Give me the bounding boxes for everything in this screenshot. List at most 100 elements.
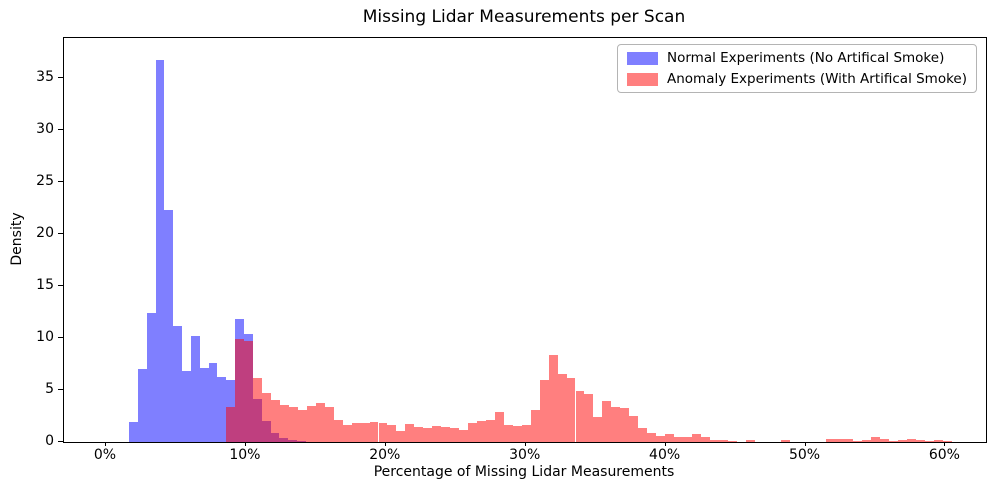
y-tick-label: 30 [36,120,54,137]
histogram-bar [674,436,683,442]
y-tick-mark [58,180,63,182]
histogram-bar [727,441,737,442]
y-tick-label: 5 [45,380,54,397]
histogram-bar [378,423,388,442]
histogram-bar [288,406,298,442]
histogram-bar [656,435,666,442]
histogram-bar [432,426,442,442]
histogram-bar [129,422,138,442]
histogram-bar [164,209,174,442]
histogram-bar [593,417,603,442]
histogram-bar [718,439,728,442]
legend-item-anomaly: Anomaly Experiments (With Artifical Smok… [627,71,967,87]
x-tick-label: 30% [509,447,541,463]
histogram-bar [360,423,370,442]
histogram-bar [620,407,630,442]
histogram-bar [682,437,692,442]
y-tick-label: 25 [36,172,54,189]
histogram-bar [405,424,415,442]
histogram-bar [315,403,325,442]
histogram-bar [602,401,612,442]
x-tick-mark [944,442,946,446]
x-tick-mark [244,442,246,446]
histogram-bar [396,430,406,442]
histogram-bar [182,371,191,442]
histogram-bar [647,432,657,442]
histogram-bar [333,420,343,442]
y-tick-mark [58,76,63,78]
y-tick-mark [58,232,63,234]
histogram-bar [700,437,710,442]
histogram-bar [324,406,334,442]
histogram-bar [306,405,316,442]
histogram-bar [217,377,227,442]
histogram-bar [521,425,531,442]
histogram-bar [199,368,209,442]
histogram-bar [503,425,513,442]
y-axis-label: Density [9,212,25,266]
histogram-bar [530,409,540,442]
histogram-bar [548,354,558,442]
histogram-bar [146,312,156,442]
y-tick-mark [58,284,63,286]
histogram-bar [244,341,254,442]
histogram-bar [835,439,845,442]
x-tick-mark [664,442,666,446]
chart-title: Missing Lidar Measurements per Scan [362,7,686,27]
y-tick-label: 10 [36,328,54,345]
x-tick-label: 60% [928,447,960,463]
histogram-bar [691,433,701,442]
histogram-bar [208,362,218,442]
histogram-bar [826,439,836,442]
histogram-bar [781,439,791,442]
y-tick-mark [58,336,63,338]
histogram-bar [638,428,648,442]
legend: Normal Experiments (No Artifical Smoke) … [617,44,977,93]
histogram-bar [844,439,854,442]
histogram-bar [879,438,889,442]
x-tick-mark [384,442,386,446]
histogram-bar [862,439,871,442]
histogram-bar [494,411,504,442]
x-tick-mark [804,442,806,446]
histogram-bar [253,378,263,442]
y-tick-label: 0 [45,433,54,449]
plot-area [63,37,987,443]
x-axis-label: Percentage of Missing Lidar Measurements [373,464,675,480]
histogram-bar [584,394,594,442]
histogram-bar [853,440,863,442]
histogram-bar [745,440,755,442]
histogram-bar [557,374,567,442]
histogram-bar [423,428,433,442]
histogram-bar [629,415,639,442]
histogram-bar [450,428,460,442]
histogram-bar [468,423,477,442]
x-tick-mark [105,442,106,446]
histogram-bar [709,440,719,442]
histogram-bar [369,422,379,442]
histogram-bar [155,59,165,442]
histogram-bar [137,369,147,442]
histogram-bar [477,421,486,442]
histogram-bar [351,423,361,442]
histogram-bar [485,420,495,442]
histogram-bar [897,440,907,442]
histogram-bar [539,379,549,442]
legend-swatch-normal-icon [627,51,658,65]
legend-item-normal: Normal Experiments (No Artifical Smoke) [627,50,967,66]
histogram-bar [870,436,880,442]
histogram-bar [512,426,522,442]
histogram-bar [414,427,424,442]
histogram-bar [566,378,576,442]
legend-label-normal: Normal Experiments (No Artifical Smoke) [667,50,945,66]
histogram-bar [888,440,898,442]
legend-label-anomaly: Anomaly Experiments (With Artifical Smok… [667,71,967,87]
histogram-bar [924,440,934,442]
x-tick-label: 20% [369,447,401,463]
y-tick-label: 15 [36,276,54,293]
histogram-bar [441,427,451,442]
histogram-bar [906,439,916,442]
y-tick-mark [58,388,63,390]
y-tick-label: 35 [36,68,54,85]
